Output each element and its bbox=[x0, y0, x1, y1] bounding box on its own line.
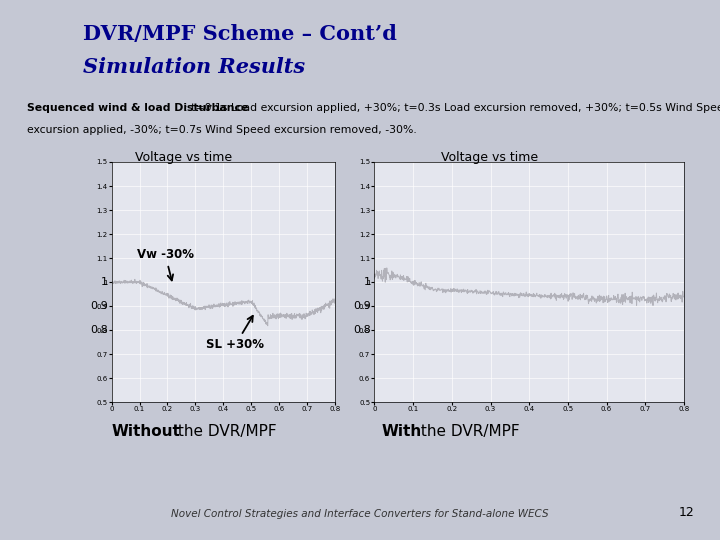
Text: 0.9: 0.9 bbox=[90, 301, 108, 311]
Text: 12: 12 bbox=[679, 507, 695, 519]
Text: DVR/MPF Scheme – Cont’d: DVR/MPF Scheme – Cont’d bbox=[83, 24, 397, 44]
Text: 0.8: 0.8 bbox=[353, 325, 371, 335]
Text: the DVR/MPF: the DVR/MPF bbox=[173, 424, 276, 439]
Text: 1: 1 bbox=[101, 277, 108, 287]
Text: Voltage vs time: Voltage vs time bbox=[135, 151, 232, 164]
Text: Voltage vs time: Voltage vs time bbox=[441, 151, 538, 164]
Text: SL +30%: SL +30% bbox=[207, 316, 264, 351]
Text: Sequenced wind & load Disturbance: Sequenced wind & load Disturbance bbox=[27, 103, 248, 113]
Text: With: With bbox=[382, 424, 422, 439]
Text: the DVR/MPF: the DVR/MPF bbox=[416, 424, 520, 439]
Text: Simulation Results: Simulation Results bbox=[83, 57, 305, 77]
Text: : t=0.1s Load excursion applied, +30%; t=0.3s Load excursion removed, +30%; t=0.: : t=0.1s Load excursion applied, +30%; t… bbox=[184, 103, 720, 113]
Text: 0.9: 0.9 bbox=[353, 301, 371, 311]
Text: Vw -30%: Vw -30% bbox=[137, 248, 194, 280]
Text: 0.8: 0.8 bbox=[90, 325, 108, 335]
Text: excursion applied, -30%; t=0.7s Wind Speed excursion removed, -30%.: excursion applied, -30%; t=0.7s Wind Spe… bbox=[27, 125, 417, 136]
Text: Novel Control Strategies and Interface Converters for Stand-alone WECS: Novel Control Strategies and Interface C… bbox=[171, 509, 549, 519]
Text: Without: Without bbox=[112, 424, 181, 439]
Text: 1: 1 bbox=[364, 277, 371, 287]
